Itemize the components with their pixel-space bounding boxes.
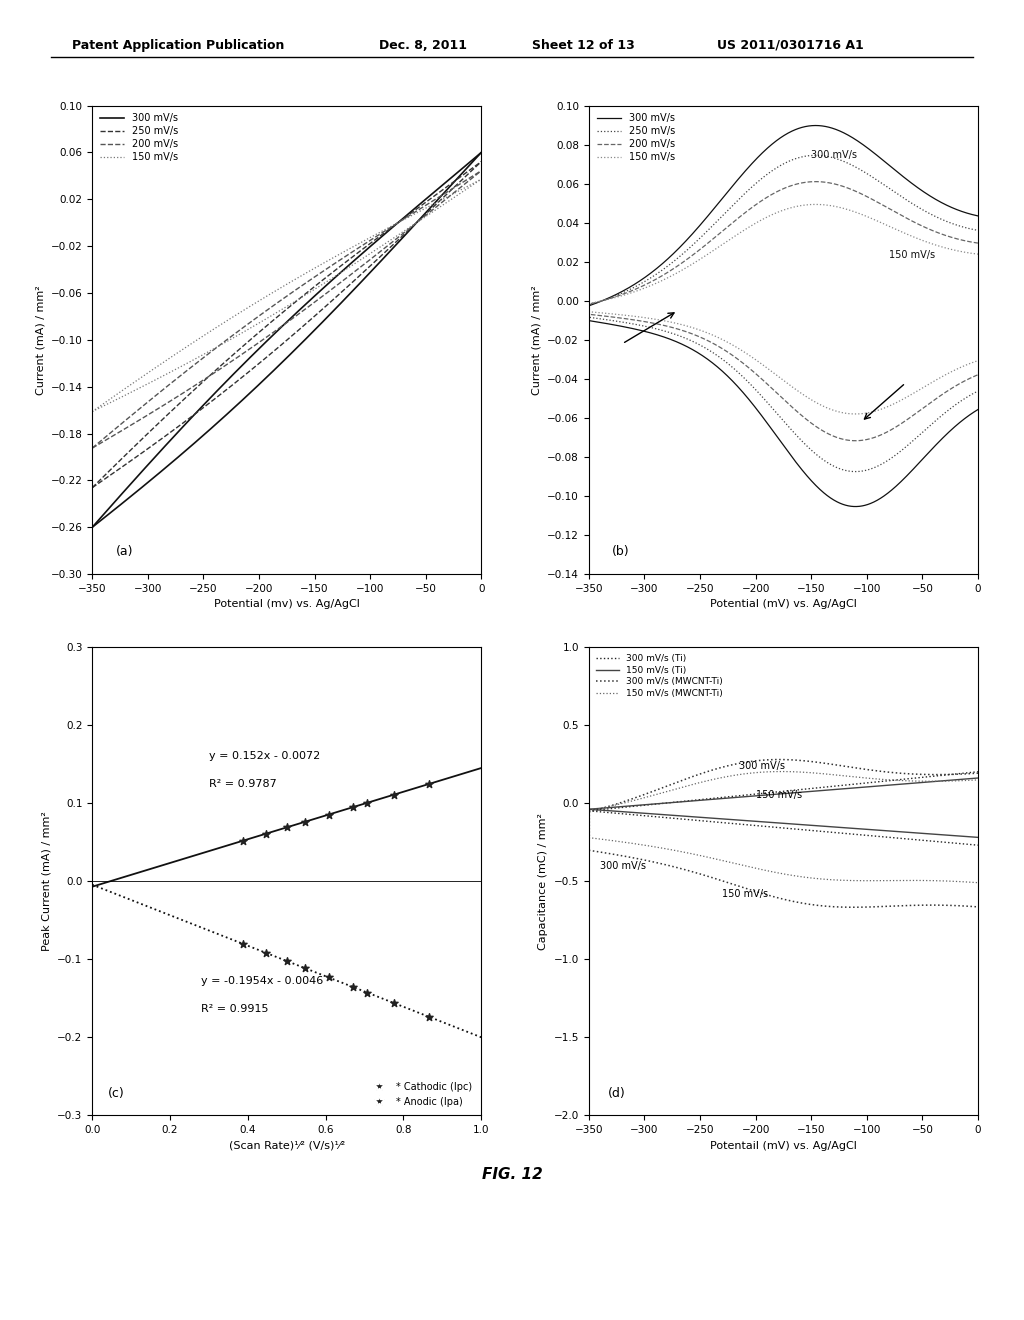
300 mV/s (Ti) [972, 764, 984, 780]
Point [279, 817, 295, 838]
150 mV/s (MWCNT-Ti) [972, 772, 984, 788]
Text: 300 mV/s: 300 mV/s [600, 861, 646, 871]
Y-axis label: Capacitance (mC) / mm²: Capacitance (mC) / mm² [539, 813, 548, 949]
Point [321, 968, 337, 989]
Point [258, 942, 274, 964]
150 mV/s (MWCNT-Ti) [683, 777, 695, 793]
150 mV/s (MWCNT-Ti) [651, 787, 664, 803]
Point [297, 958, 313, 979]
Line: 300 mV/s (Ti): 300 mV/s (Ti) [589, 772, 978, 810]
Line: 300 mV/s (MWCNT-Ti): 300 mV/s (MWCNT-Ti) [589, 759, 978, 812]
Text: R² = 0.9915: R² = 0.9915 [201, 1005, 268, 1014]
Y-axis label: Current (mA) / mm²: Current (mA) / mm² [531, 285, 542, 395]
Line: 150 mV/s (Ti): 150 mV/s (Ti) [589, 777, 978, 809]
Text: Dec. 8, 2011: Dec. 8, 2011 [379, 38, 467, 51]
300 mV/s (MWCNT-Ti) [651, 781, 664, 797]
300 mV/s (MWCNT-Ti) [813, 755, 825, 771]
Text: (d): (d) [608, 1086, 626, 1100]
300 mV/s (Ti) [583, 803, 595, 818]
Point [421, 1006, 437, 1027]
Text: y = -0.1954x - 0.0046: y = -0.1954x - 0.0046 [201, 977, 324, 986]
150 mV/s (Ti) [759, 787, 771, 803]
300 mV/s (MWCNT-Ti) [773, 751, 785, 767]
Y-axis label: Peak Current (mA) / mm²: Peak Current (mA) / mm² [42, 812, 51, 950]
150 mV/s (MWCNT-Ti) [843, 768, 855, 784]
Point [345, 977, 361, 998]
X-axis label: Potential (mV) vs. Ag/AgCl: Potential (mV) vs. Ag/AgCl [710, 599, 857, 610]
Point [359, 792, 376, 813]
150 mV/s (Ti) [583, 801, 595, 817]
Text: R² = 0.9787: R² = 0.9787 [209, 779, 276, 789]
Point [234, 830, 251, 851]
Legend: 300 mV/s, 250 mV/s, 200 mV/s, 150 mV/s: 300 mV/s, 250 mV/s, 200 mV/s, 150 mV/s [594, 111, 678, 165]
X-axis label: (Scan Rate)¹⁄² (V/s)¹⁄²: (Scan Rate)¹⁄² (V/s)¹⁄² [228, 1140, 345, 1151]
300 mV/s (MWCNT-Ti) [759, 752, 771, 768]
Text: 150 mV/s: 150 mV/s [722, 888, 768, 899]
Text: (b): (b) [612, 545, 630, 558]
Text: 300 mV/s: 300 mV/s [739, 760, 784, 771]
Legend: * Cathodic (Ipc), * Anodic (Ipa): * Cathodic (Ipc), * Anodic (Ipa) [366, 1078, 476, 1110]
Text: 150 mV/s: 150 mV/s [756, 791, 802, 800]
300 mV/s (Ti) [812, 780, 824, 796]
Y-axis label: Current (mA) / mm²: Current (mA) / mm² [35, 285, 45, 395]
Text: 150 mV/s: 150 mV/s [889, 249, 935, 260]
300 mV/s (Ti) [876, 774, 888, 789]
Text: (c): (c) [108, 1086, 125, 1100]
300 mV/s (MWCNT-Ti) [683, 770, 695, 785]
Text: US 2011/0301716 A1: US 2011/0301716 A1 [717, 38, 863, 51]
300 mV/s (MWCNT-Ti) [583, 804, 595, 820]
Point [279, 950, 295, 972]
150 mV/s (MWCNT-Ti) [583, 803, 595, 818]
300 mV/s (MWCNT-Ti) [972, 766, 984, 781]
Point [297, 810, 313, 832]
150 mV/s (Ti) [812, 783, 824, 799]
Legend: 300 mV/s (Ti), 150 mV/s (Ti), 300 mV/s (MWCNT-Ti), 150 mV/s (MWCNT-Ti): 300 mV/s (Ti), 150 mV/s (Ti), 300 mV/s (… [593, 651, 725, 701]
Line: 150 mV/s (MWCNT-Ti): 150 mV/s (MWCNT-Ti) [589, 771, 978, 810]
150 mV/s (MWCNT-Ti) [877, 771, 889, 787]
Text: 300 mV/s: 300 mV/s [811, 150, 857, 160]
150 mV/s (Ti) [972, 770, 984, 785]
Text: FIG. 12: FIG. 12 [481, 1167, 543, 1181]
150 mV/s (Ti) [876, 777, 888, 793]
Point [386, 993, 402, 1014]
Text: Patent Application Publication: Patent Application Publication [72, 38, 284, 51]
300 mV/s (Ti) [759, 785, 771, 801]
300 mV/s (Ti) [651, 796, 664, 812]
Point [234, 933, 251, 954]
300 mV/s (MWCNT-Ti) [877, 763, 889, 779]
X-axis label: Potentail (mV) vs. Ag/AgCl: Potentail (mV) vs. Ag/AgCl [710, 1140, 857, 1151]
Legend: 300 mV/s, 250 mV/s, 200 mV/s, 150 mV/s: 300 mV/s, 250 mV/s, 200 mV/s, 150 mV/s [97, 111, 181, 165]
Point [258, 824, 274, 845]
150 mV/s (Ti) [683, 793, 695, 809]
Text: (a): (a) [116, 545, 133, 558]
300 mV/s (MWCNT-Ti) [843, 759, 855, 775]
300 mV/s (Ti) [683, 793, 695, 809]
300 mV/s (Ti) [843, 776, 855, 792]
150 mV/s (MWCNT-Ti) [813, 766, 825, 781]
X-axis label: Potential (mv) vs. Ag/AgCl: Potential (mv) vs. Ag/AgCl [214, 599, 359, 610]
Point [345, 796, 361, 817]
Text: Sheet 12 of 13: Sheet 12 of 13 [532, 38, 635, 51]
Text: y = 0.152x - 0.0072: y = 0.152x - 0.0072 [209, 751, 321, 762]
150 mV/s (MWCNT-Ti) [775, 763, 787, 779]
Point [386, 784, 402, 805]
150 mV/s (MWCNT-Ti) [759, 764, 771, 780]
Point [321, 804, 337, 825]
150 mV/s (Ti) [843, 780, 855, 796]
Point [421, 774, 437, 795]
Point [359, 982, 376, 1003]
150 mV/s (Ti) [651, 796, 664, 812]
